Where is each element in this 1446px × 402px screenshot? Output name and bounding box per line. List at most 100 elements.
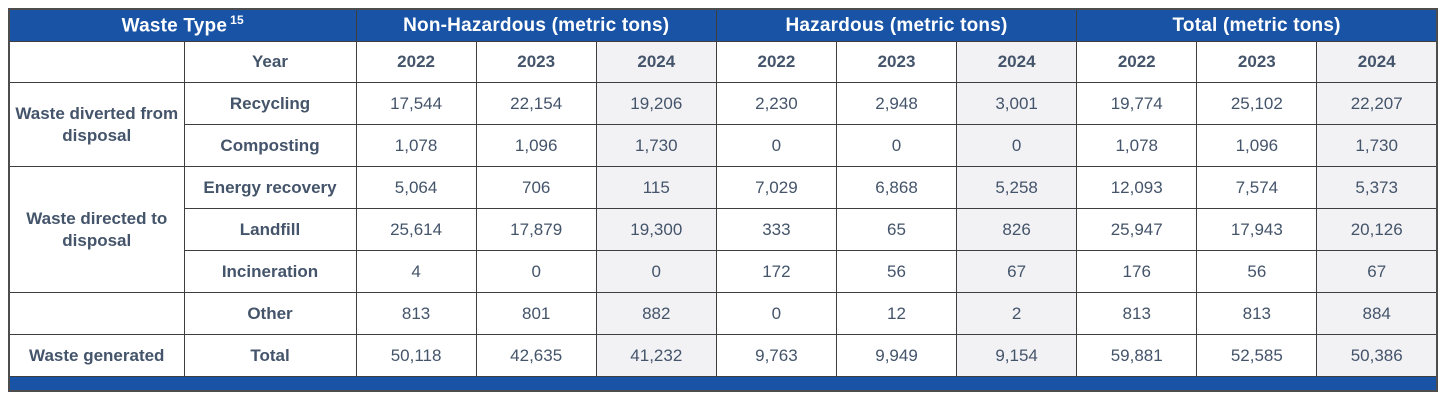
value-cell: 0 bbox=[715, 124, 837, 167]
value-cell: 20,126 bbox=[1316, 208, 1438, 251]
value-cell: 65 bbox=[835, 208, 958, 251]
row-label: Composting bbox=[183, 124, 357, 167]
value-cell: 22,154 bbox=[475, 82, 597, 125]
year-cell: 2024 bbox=[956, 41, 1078, 83]
value-cell: 813 bbox=[1076, 292, 1198, 335]
table-row-energy-recovery: Waste directed to disposal Energy recove… bbox=[8, 166, 1438, 293]
year-cell: 2024 bbox=[595, 41, 717, 83]
footer-bar bbox=[8, 376, 1438, 392]
footer-row bbox=[8, 376, 1438, 392]
value-cell: 1,078 bbox=[1076, 124, 1198, 167]
year-header-row: Year 2022 2023 2024 2022 2023 2024 2022 … bbox=[8, 41, 1438, 83]
value-cell: 172 bbox=[715, 250, 837, 293]
value-cell: 0 bbox=[595, 250, 717, 293]
total-header: Total (metric tons) bbox=[1076, 8, 1438, 42]
non-hazardous-header: Non-Hazardous (metric tons) bbox=[355, 8, 717, 42]
value-cell: 5,064 bbox=[355, 166, 477, 209]
value-cell: 17,943 bbox=[1196, 208, 1318, 251]
value-cell: 59,881 bbox=[1076, 334, 1198, 377]
table-row-composting: Composting 1,078 1,096 1,730 0 0 0 1,078… bbox=[9, 124, 1438, 167]
value-cell: 56 bbox=[835, 250, 958, 293]
value-cell: 19,206 bbox=[595, 82, 717, 125]
value-cell: 5,373 bbox=[1316, 166, 1438, 209]
value-cell: 1,078 bbox=[355, 124, 477, 167]
value-cell: 41,232 bbox=[595, 334, 717, 377]
value-cell: 882 bbox=[595, 292, 717, 335]
year-cell: 2022 bbox=[355, 41, 477, 83]
value-cell: 25,614 bbox=[355, 208, 477, 251]
value-cell: 813 bbox=[355, 292, 477, 335]
value-cell: 1,096 bbox=[1196, 124, 1318, 167]
value-cell: 22,207 bbox=[1316, 82, 1438, 125]
value-cell: 6,868 bbox=[835, 166, 958, 209]
value-cell: 813 bbox=[1196, 292, 1318, 335]
value-cell: 884 bbox=[1316, 292, 1438, 335]
value-cell: 1,730 bbox=[1316, 124, 1438, 167]
value-cell: 50,118 bbox=[355, 334, 477, 377]
value-cell: 56 bbox=[1196, 250, 1318, 293]
value-cell: 25,947 bbox=[1076, 208, 1198, 251]
value-cell: 801 bbox=[475, 292, 597, 335]
value-cell: 42,635 bbox=[475, 334, 597, 377]
table-row-total: Waste generated Total 50,118 42,635 41,2… bbox=[8, 334, 1438, 377]
value-cell: 7,574 bbox=[1196, 166, 1318, 209]
value-cell: 67 bbox=[956, 250, 1078, 293]
table-row-landfill: Landfill 25,614 17,879 19,300 333 65 826… bbox=[9, 208, 1438, 251]
waste-summary-table: Waste Type 15 Non-Hazardous (metric tons)… bbox=[8, 8, 1438, 392]
value-cell: 9,949 bbox=[835, 334, 958, 377]
year-cell: 2024 bbox=[1316, 41, 1438, 83]
value-cell: 17,879 bbox=[475, 208, 597, 251]
value-cell: 4 bbox=[355, 250, 477, 293]
value-cell: 0 bbox=[715, 292, 837, 335]
value-cell: 12 bbox=[835, 292, 958, 335]
table-row-incineration: Incineration 4 0 0 172 56 67 176 56 67 bbox=[9, 250, 1438, 293]
row-label: Recycling bbox=[183, 82, 357, 125]
year-cell: 2023 bbox=[835, 41, 958, 83]
table-row-other: Other 813 801 882 0 12 2 813 813 884 bbox=[8, 292, 1438, 335]
year-cell: 2022 bbox=[1076, 41, 1198, 83]
year-cell: 2023 bbox=[1196, 41, 1318, 83]
row-label: Incineration bbox=[183, 250, 357, 293]
value-cell: 25,102 bbox=[1196, 82, 1318, 125]
value-cell: 67 bbox=[1316, 250, 1438, 293]
value-cell: 9,154 bbox=[956, 334, 1078, 377]
value-cell: 1,730 bbox=[595, 124, 717, 167]
row-group-blank bbox=[8, 292, 185, 335]
table-row-recycling: Waste diverted from disposal Recycling 1… bbox=[8, 82, 1438, 167]
row-group-waste-generated: Waste generated bbox=[8, 334, 185, 377]
value-cell: 9,763 bbox=[715, 334, 837, 377]
value-cell: 706 bbox=[475, 166, 597, 209]
waste-type-header: Waste Type 15 bbox=[8, 8, 357, 42]
value-cell: 7,029 bbox=[715, 166, 837, 209]
footnote-marker: 15 bbox=[230, 13, 244, 28]
value-cell: 0 bbox=[835, 124, 958, 167]
blank-cell bbox=[8, 41, 185, 83]
value-cell: 19,774 bbox=[1076, 82, 1198, 125]
value-cell: 2,948 bbox=[835, 82, 958, 125]
value-cell: 5,258 bbox=[956, 166, 1078, 209]
value-cell: 0 bbox=[956, 124, 1078, 167]
hazardous-header: Hazardous (metric tons) bbox=[715, 8, 1078, 42]
value-cell: 1,096 bbox=[475, 124, 597, 167]
value-cell: 826 bbox=[956, 208, 1078, 251]
row-label: Landfill bbox=[183, 208, 357, 251]
value-cell: 0 bbox=[475, 250, 597, 293]
value-cell: 52,585 bbox=[1196, 334, 1318, 377]
value-cell: 17,544 bbox=[355, 82, 477, 125]
waste-type-label: Waste Type bbox=[121, 15, 228, 37]
row-label: Energy recovery bbox=[183, 166, 357, 209]
value-cell: 176 bbox=[1076, 250, 1198, 293]
value-cell: 333 bbox=[715, 208, 837, 251]
row-group-waste-diverted: Waste diverted from disposal bbox=[8, 82, 185, 167]
row-label: Other bbox=[183, 292, 357, 335]
value-cell: 3,001 bbox=[956, 82, 1078, 125]
value-cell: 50,386 bbox=[1316, 334, 1438, 377]
year-cell: 2022 bbox=[715, 41, 837, 83]
value-cell: 12,093 bbox=[1076, 166, 1198, 209]
value-cell: 2 bbox=[956, 292, 1078, 335]
row-label: Total bbox=[183, 334, 357, 377]
year-cell: 2023 bbox=[475, 41, 597, 83]
value-cell: 2,230 bbox=[715, 82, 837, 125]
year-label-cell: Year bbox=[183, 41, 357, 83]
